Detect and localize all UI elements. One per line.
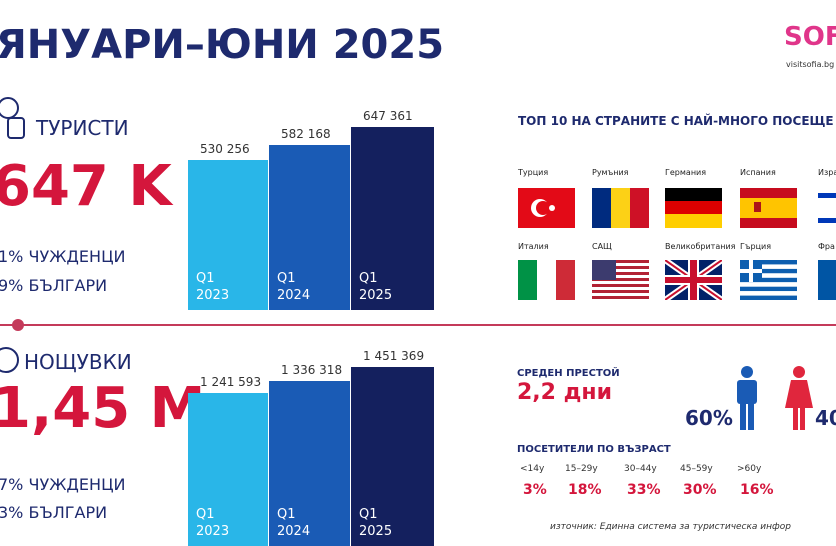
flag [665,188,722,228]
bar-value-label: 1 451 369 [363,349,425,363]
flag-graphic [518,188,575,228]
divider [0,319,836,331]
flag-graphic [518,260,575,300]
tourists-total: 647 K [0,154,172,219]
nights-label: НОЩУВКИ [24,350,132,374]
flag-graphic [592,260,649,299]
bar-value-label: 1 336 318 [281,363,343,378]
flag [592,260,649,300]
bar-category: Q1 2023 [196,506,230,539]
bar-value-label: 530 256 [200,142,250,157]
age-label: <14у [520,464,545,474]
nights-total: 1,45 M [0,376,206,441]
nights-bulgarian: 3% БЪЛГАРИ [0,503,108,522]
bar: Q1 2025 [351,367,434,546]
country-name: Италия [518,242,549,251]
bar-value-label: 1 241 593 [200,374,262,389]
gender-icons [737,366,813,430]
country-name: Турция [518,168,549,177]
age-value: 30% [683,482,717,498]
country-name: Изра [818,168,836,177]
country-name: Испания [740,168,776,177]
country-name: Фра [818,242,835,251]
bar: Q1 2024 [269,145,350,310]
source: източник: Единна система за туристическа… [550,522,791,532]
logo-url: visitsofia.bg [786,60,835,69]
logo: SOFIA [784,22,836,52]
nights-icon [0,347,19,373]
female-share: 40 [815,406,836,430]
flag [518,260,575,300]
flag [818,260,836,300]
flag [740,188,797,228]
age-label: 30–44у [624,464,657,474]
flag-graphic [818,188,836,228]
age-value: 3% [523,482,547,498]
flag-graphic [740,188,797,228]
tourists-label: ТУРИСТИ [36,116,129,140]
tourists-bulgarian: 9% БЪЛГАРИ [0,276,108,295]
bar-value-label: 647 361 [363,109,413,123]
bar: Q1 2025 [351,127,434,310]
age-label: 45–59у [680,464,713,474]
tourists-chart: Q1 2023 530 256 Q1 2024 582 168 Q1 2025 647 3… [188,100,436,310]
flag-graphic [592,188,649,228]
top-countries-title: ТОП 10 НА СТРАНИТЕ С НАЙ-МНОГО ПОСЕЩЕ [518,114,834,128]
bar-category: Q1 2024 [277,270,311,303]
flag [818,188,836,228]
flag [592,188,649,228]
country-name: САЩ [592,242,612,251]
age-label: 15–29у [565,464,598,474]
flag [518,188,575,228]
country-name: Гърция [740,242,772,251]
bar-value-label: 582 168 [281,127,331,142]
bar-category: Q1 2023 [196,270,230,303]
flag-graphic [740,260,797,300]
nights-chart: Q1 2023 1 241 593 Q1 2024 1 336 318 Q1 2025 1… [188,336,436,546]
age-value: 33% [627,482,661,498]
age-value: 16% [740,482,774,498]
bar: Q1 2023 [188,392,268,546]
stay-label: СРЕДЕН ПРЕСТОЙ [517,368,620,379]
age-label: >60у [737,464,762,474]
tourists-foreign: 1% ЧУЖДЕНЦИ [0,247,126,266]
tourist-icon [0,97,25,139]
flag-graphic [818,260,836,300]
flag-graphic [665,188,722,228]
bar-category: Q1 2025 [359,507,393,539]
bar: Q1 2023 [188,160,268,310]
country-name: Великобритания [665,242,736,251]
bar-category: Q1 2024 [277,506,311,539]
bar-category: Q1 2025 [359,271,393,303]
age-title: ПОСЕТИТЕЛИ ПО ВЪЗРАСТ [517,444,671,455]
flag [740,260,797,300]
country-name: Румъния [592,168,629,177]
title: ЯНУАРИ–ЮНИ 2025 [0,22,445,68]
flag-graphic [665,260,722,300]
male-share: 60% [685,406,733,430]
age-value: 18% [568,482,602,498]
nights-foreign: 7% ЧУЖДЕНЦИ [0,475,126,494]
country-name: Германия [665,168,707,177]
flag [665,260,722,300]
bar: Q1 2024 [269,381,350,546]
stay-value: 2,2 дни [517,380,613,405]
